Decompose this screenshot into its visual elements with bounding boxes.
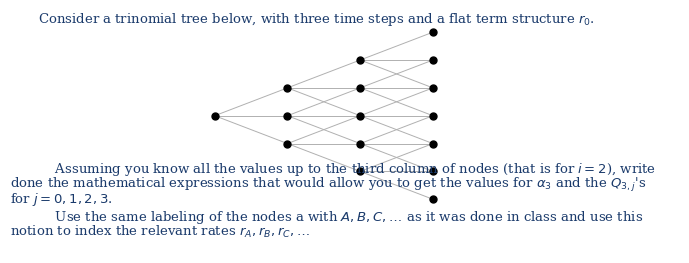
Text: done the mathematical expressions that would allow you to get the values for $\a: done the mathematical expressions that w… (10, 176, 646, 194)
Text: Consider a trinomial tree below, with three time steps and a flat term structure: Consider a trinomial tree below, with th… (38, 11, 595, 28)
Text: Assuming you know all the values up to the third column of nodes (that is for $i: Assuming you know all the values up to t… (38, 161, 656, 178)
Text: notion to index the relevant rates $r_A, r_B, r_C, \ldots$: notion to index the relevant rates $r_A,… (10, 224, 309, 240)
Text: Use the same labeling of the nodes a with $A, B, C, \ldots$ as it was done in cl: Use the same labeling of the nodes a wit… (38, 209, 644, 226)
Text: for $j = 0, 1, 2, 3$.: for $j = 0, 1, 2, 3$. (10, 191, 112, 208)
